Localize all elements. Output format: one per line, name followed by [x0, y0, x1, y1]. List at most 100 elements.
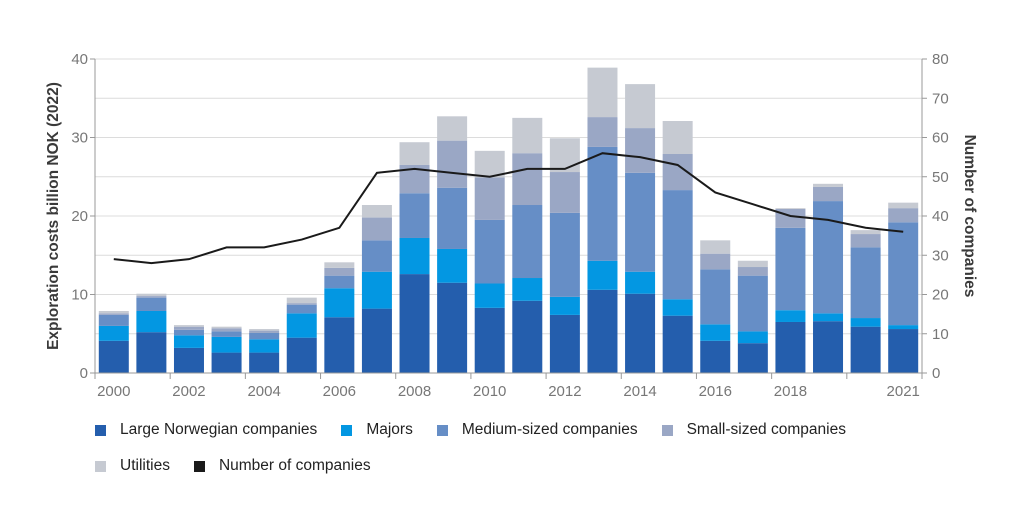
bar-small-sized-companies-2014	[625, 128, 656, 173]
legend-swatch	[436, 424, 448, 436]
legend-item: Utilities	[95, 456, 170, 476]
y-left-tick-label: 40	[71, 51, 88, 68]
y-right-tick-label: 70	[932, 90, 949, 107]
bar-large-norwegian-companies-2016	[700, 340, 731, 373]
bar-majors-2004	[249, 339, 280, 353]
y-right-tick-label: 0	[932, 365, 940, 382]
bar-medium-sized-companies-2020	[850, 247, 881, 319]
x-tick-label: 2008	[398, 383, 431, 400]
bar-small-sized-companies-2021	[888, 208, 919, 223]
bar-medium-sized-companies-2015	[662, 190, 693, 300]
bar-utilities-2012	[549, 138, 580, 173]
x-tick-label: 2018	[774, 383, 807, 400]
bar-majors-2021	[888, 325, 919, 330]
legend-swatch	[341, 424, 353, 436]
bar-large-norwegian-companies-2012	[549, 314, 580, 373]
bar-small-sized-companies-2005	[286, 303, 317, 305]
bar-utilities-2011	[512, 117, 543, 154]
x-tick-label: 2006	[323, 383, 356, 400]
x-tick-label: 2021	[887, 383, 920, 400]
legend-item: Number of companies	[193, 456, 371, 476]
bar-small-sized-companies-2016	[700, 253, 731, 270]
x-tick-label: 2002	[172, 383, 205, 400]
bar-utilities-2017	[737, 260, 768, 268]
bar-majors-2017	[737, 331, 768, 344]
bar-majors-2015	[662, 299, 693, 316]
legend-item: Small-sized companies	[661, 420, 846, 440]
bar-medium-sized-companies-2021	[888, 222, 919, 326]
bar-medium-sized-companies-2009	[437, 187, 468, 249]
y-axis-title-right: Number of companies	[961, 135, 978, 298]
bar-majors-2010	[474, 283, 505, 308]
bar-large-norwegian-companies-2004	[249, 352, 280, 373]
line-series	[113, 152, 904, 265]
bar-large-norwegian-companies-2019	[813, 321, 844, 373]
legend-label: Large Norwegian companies	[120, 421, 318, 438]
y-axis-title-left: Exploration costs billion NOK (2022)	[45, 82, 62, 350]
bar-large-norwegian-companies-2001	[136, 332, 167, 373]
bar-medium-sized-companies-2002	[173, 329, 204, 336]
bar-utilities-2005	[286, 297, 317, 304]
bar-small-sized-companies-2013	[587, 117, 618, 147]
bar-large-norwegian-companies-2015	[662, 315, 693, 373]
bar-small-sized-companies-2009	[437, 140, 468, 188]
x-tick-label: 2016	[699, 383, 732, 400]
y-right-tick-label: 10	[932, 326, 949, 343]
bar-medium-sized-companies-2011	[512, 205, 543, 279]
bar-large-norwegian-companies-2011	[512, 300, 543, 373]
bar-utilities-2010	[474, 150, 505, 178]
bar-small-sized-companies-2019	[813, 186, 844, 202]
bar-medium-sized-companies-2005	[286, 304, 317, 314]
bar-majors-2008	[399, 237, 430, 275]
bar-utilities-2003	[211, 326, 242, 329]
bar-majors-2016	[700, 324, 731, 341]
legend-item: Majors	[341, 420, 413, 440]
y-left-tick-label: 20	[71, 208, 88, 225]
bar-utilities-2009	[437, 116, 468, 141]
bar-large-norwegian-companies-2000	[98, 340, 129, 373]
bar-large-norwegian-companies-2017	[737, 343, 768, 373]
legend-swatch	[95, 460, 106, 472]
y-left-tick-label: 30	[71, 130, 88, 147]
bar-small-sized-companies-2011	[512, 153, 543, 206]
bar-utilities-2020	[850, 230, 881, 235]
legend-item: Large Norwegian companies	[95, 420, 317, 440]
bar-large-norwegian-companies-2020	[850, 326, 881, 373]
y-right-tick-label: 30	[932, 247, 949, 264]
y-right-tick-label: 50	[932, 169, 949, 186]
bar-majors-2001	[136, 310, 167, 333]
bar-majors-2002	[173, 335, 204, 348]
legend-label: Number of companies	[218, 457, 371, 474]
bars	[98, 67, 919, 373]
bar-small-sized-companies-2017	[737, 267, 768, 276]
bar-medium-sized-companies-2010	[474, 219, 505, 284]
bar-medium-sized-companies-2012	[549, 212, 580, 297]
legend-label: Majors	[366, 421, 413, 438]
legend-swatch	[193, 460, 205, 472]
bar-majors-2014	[625, 271, 656, 294]
bar-majors-2009	[437, 248, 468, 283]
bar-utilities-2008	[399, 142, 430, 165]
bar-large-norwegian-companies-2013	[587, 289, 618, 373]
bar-majors-2007	[361, 271, 392, 309]
y-right-tick-label: 20	[932, 287, 949, 304]
bar-utilities-2021	[888, 202, 919, 209]
bar-majors-2020	[850, 318, 881, 327]
bar-large-norwegian-companies-2018	[775, 321, 806, 373]
y-right-tick-label: 40	[932, 208, 949, 225]
bar-large-norwegian-companies-2007	[361, 308, 392, 373]
bar-utilities-2015	[662, 121, 693, 154]
bar-majors-2018	[775, 310, 806, 322]
legend-swatch	[661, 424, 673, 436]
bar-utilities-2006	[324, 262, 355, 268]
bar-small-sized-companies-2010	[474, 177, 505, 220]
bar-medium-sized-companies-2016	[700, 269, 731, 325]
axes: 0 10 20 30 40 50 60 70 80 0 10 20 30 40 2000 2002 2004 20…	[71, 51, 948, 400]
gridlines	[95, 58, 922, 335]
bar-utilities-2000	[98, 310, 129, 314]
bar-large-norwegian-companies-2005	[286, 337, 317, 373]
bar-medium-sized-companies-2008	[399, 193, 430, 238]
bar-utilities-2013	[587, 67, 618, 118]
bar-utilities-2002	[173, 325, 204, 327]
bar-majors-2000	[98, 325, 129, 341]
